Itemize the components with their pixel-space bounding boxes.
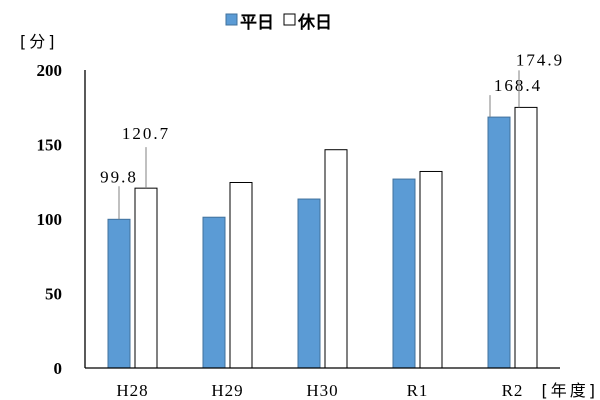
legend-label-0: 平日 (240, 13, 274, 33)
bar-H30-0 (297, 198, 321, 369)
y-axis-title: [分] (20, 32, 58, 51)
bar-R2-0 (487, 116, 511, 369)
x-axis-title: [年度] (542, 381, 599, 400)
data-label: 174.9 (516, 50, 564, 69)
x-tick-label: H30 (306, 381, 338, 400)
legend-marker-1 (283, 13, 296, 26)
data-label: 168.4 (494, 76, 542, 95)
y-tick-label: 100 (37, 210, 63, 229)
x-tick-labels: H28 H29 H30 R1 R2 (116, 381, 524, 400)
y-tick-label: 200 (37, 61, 63, 80)
x-tick-label: H28 (116, 381, 148, 400)
bars (107, 106, 538, 369)
y-tick-label: 0 (54, 359, 63, 378)
bar-R1-0 (392, 178, 416, 369)
y-tick-label: 150 (37, 136, 63, 155)
x-tick-label: H29 (211, 381, 243, 400)
bar-H29-0 (202, 216, 226, 369)
bar-R2-1 (514, 106, 538, 369)
x-tick-label: R1 (407, 381, 429, 400)
x-tick-label: R2 (502, 381, 524, 400)
data-label: 99.8 (100, 167, 138, 186)
axes (84, 70, 560, 369)
bar-H29-1 (229, 181, 253, 369)
legend-marker-0 (225, 13, 238, 26)
y-tick-label: 50 (45, 285, 62, 304)
bar-H30-1 (324, 149, 348, 369)
data-labels: 99.8 120.7 168.4 174.9 (100, 50, 564, 220)
legend-label-1: 休日 (297, 12, 332, 33)
bar-R1-1 (419, 170, 443, 369)
data-label: 120.7 (122, 124, 170, 143)
bar-H28-1 (134, 187, 158, 369)
y-tick-labels: 0 50 100 150 200 (37, 61, 63, 378)
legend: 平日 休日 (225, 12, 332, 33)
bar-H28-0 (107, 218, 131, 369)
